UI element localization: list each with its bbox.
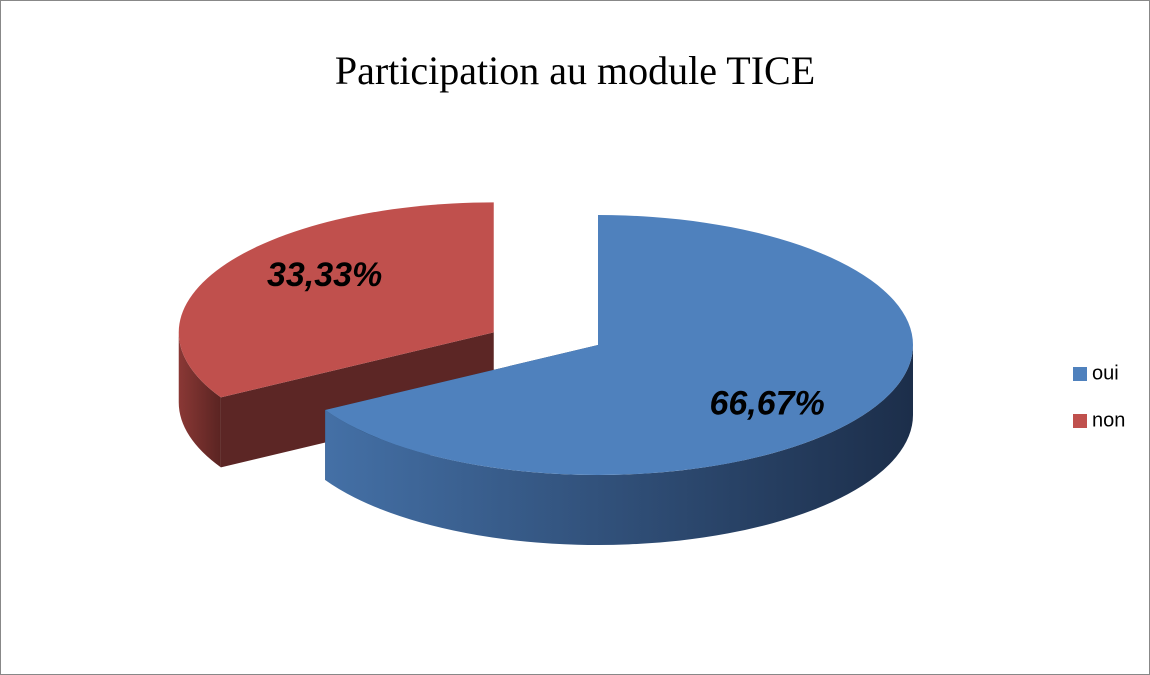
value-label: 33,33% xyxy=(267,256,382,294)
pie-slice xyxy=(178,202,494,398)
slice-side xyxy=(178,332,221,468)
legend-label: non xyxy=(1092,409,1125,431)
value-label: 66,67% xyxy=(709,384,824,422)
legend-swatch xyxy=(1073,367,1087,381)
legend-swatch xyxy=(1073,414,1087,428)
slice-side xyxy=(325,345,913,545)
slice-cut-face xyxy=(220,332,494,468)
chart-title: Participation au module TICE xyxy=(335,48,815,93)
pie-slice xyxy=(325,215,913,475)
legend-label: oui xyxy=(1092,362,1119,384)
